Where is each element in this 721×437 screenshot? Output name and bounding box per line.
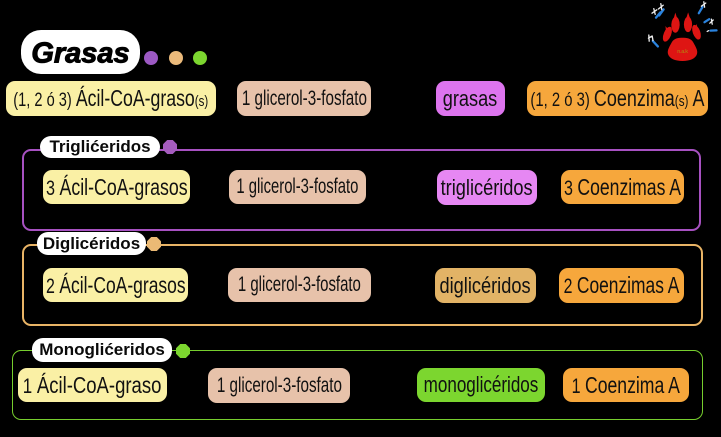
svg-text:n.a.k: n.a.k bbox=[677, 49, 688, 55]
